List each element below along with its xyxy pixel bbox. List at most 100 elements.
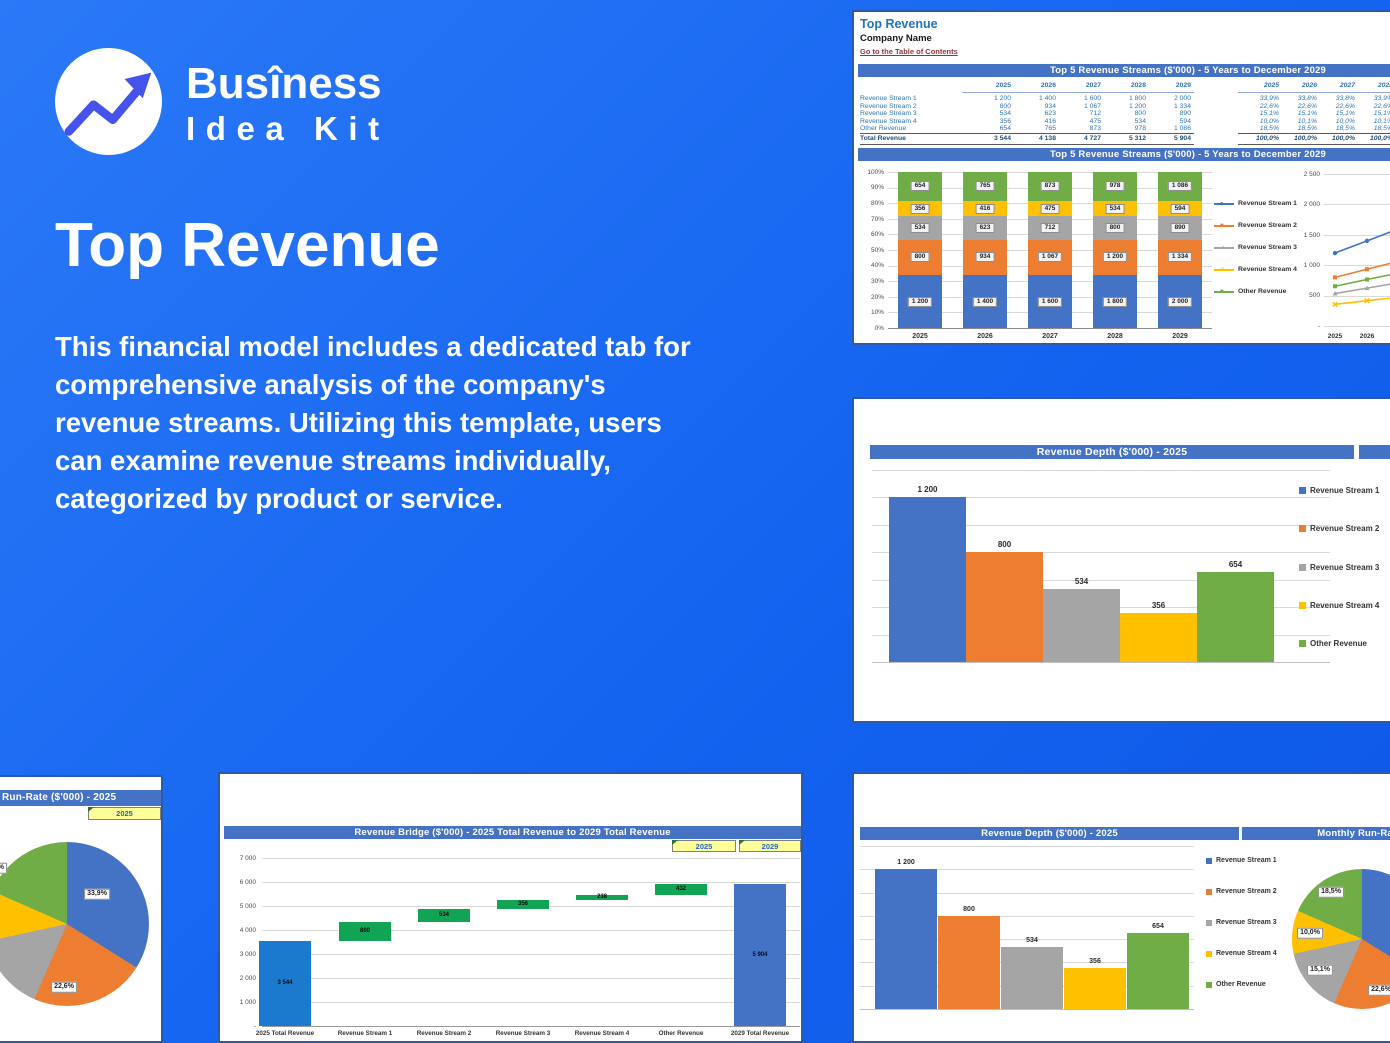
table-cell-pct: 18,5% <box>1297 125 1317 133</box>
table-total-topline <box>1238 133 1390 134</box>
line-chart-y-label: 1 000 <box>1303 262 1320 269</box>
depth-bar-value: 654 <box>1152 922 1164 930</box>
stacked-gridline <box>888 328 1212 329</box>
table-cell-value: 800 <box>999 102 1011 110</box>
depth-and-runrate-panel: Revenue Depth ($'000) - 2025 Monthly Run… <box>852 772 1390 1043</box>
line-chart-gridline <box>1324 174 1390 175</box>
waterfall-x-label: Revenue Stream 3 <box>495 1030 551 1037</box>
table-of-contents-link[interactable]: Go to the Table of Contents <box>860 47 958 56</box>
page-title: Top Revenue <box>55 211 440 280</box>
table-cell-value: 416 <box>1044 117 1056 125</box>
legend-item-label: Revenue Stream 3 <box>1216 918 1277 926</box>
table-cell-value: 712 <box>1089 110 1101 118</box>
waterfall-x-label: Other Revenue <box>658 1030 704 1037</box>
legend-item-label: Revenue Stream 4 <box>1310 600 1380 610</box>
trend-line-series <box>1334 262 1390 279</box>
depth-bar-value: 534 <box>1026 936 1038 944</box>
waterfall-bar-value: 432 <box>675 885 686 892</box>
table-cell-pct: 15,1% <box>1297 110 1317 118</box>
year-from-dropdown[interactable]: 2025 <box>672 840 736 852</box>
bridge-y-axis-label: 5 000 <box>239 902 256 910</box>
hero-line: can examine revenue streams individually… <box>55 445 611 476</box>
stacked-value-chip: 594 <box>1170 203 1190 214</box>
brand-logo <box>55 48 162 155</box>
combo-depth-title: Revenue Depth ($'000) - 2025 <box>860 827 1239 840</box>
year-dropdown[interactable]: 2025 <box>88 807 161 820</box>
table-row-label: Other Revenue <box>860 125 907 133</box>
table-cell-value: 890 <box>1179 110 1191 118</box>
legend-item-label: Revenue Stream 4 <box>1216 949 1277 957</box>
legend-item-label: Revenue Stream 4 <box>1238 266 1297 273</box>
table-year-header: 2025 <box>995 82 1011 89</box>
depth-gridline <box>860 915 1194 917</box>
table-year-header: 2029 <box>1175 82 1191 89</box>
stacked-value-chip: 1 400 <box>972 296 998 307</box>
table-cell-value: 623 <box>1044 110 1056 118</box>
trend-point-marker <box>1333 284 1337 289</box>
stacked-value-chip: 475 <box>1040 203 1060 214</box>
legend-line-marker <box>1214 203 1234 205</box>
stacked-value-chip: 356 <box>910 203 930 214</box>
trend-point-marker <box>1333 275 1337 280</box>
table-cell-pct: 15,1% <box>1259 110 1279 118</box>
table-cell-value: 1 200 <box>1128 102 1146 110</box>
line-chart-y-label: 2 000 <box>1303 201 1320 209</box>
depth-gridline <box>860 939 1194 941</box>
revenue-bridge-panel: Revenue Bridge ($'000) - 2025 Total Reve… <box>218 772 803 1043</box>
trend-point-marker <box>1364 297 1370 304</box>
legend-marker-glyph: ■ <box>1220 288 1224 295</box>
table-cell-pct: 18,5% <box>1335 125 1355 133</box>
depth-gridline <box>860 1009 1194 1010</box>
waterfall-x-label: Revenue Stream 4 <box>574 1030 630 1037</box>
stacked-y-axis-label: 70% <box>870 215 884 223</box>
stacked-y-axis-label: 50% <box>870 246 884 254</box>
legend-item-label: Revenue Stream 2 <box>1216 887 1277 895</box>
year-to-dropdown[interactable]: 2029 <box>739 840 801 852</box>
line-chart-gridline <box>1324 326 1390 327</box>
revenue-table: 2025 2026 2027 2028 2029 2025 2026 2027 2028 Reve… <box>858 80 1390 146</box>
table-cell-value: 356 <box>999 117 1011 125</box>
hero-line: This financial model includes a dedicate… <box>55 331 691 362</box>
waterfall-x-label: Revenue Stream 1 <box>337 1030 393 1037</box>
trend-line-series <box>1334 297 1390 306</box>
depth-bar-chart: 1 200 800 534 356 654 Revenue Stream 1 Revenue… <box>854 399 1390 721</box>
table-cell-pct: 18,5% <box>1259 125 1279 133</box>
table-cell-pct: 10,1% <box>1297 117 1317 125</box>
table-cell-value: 873 <box>1089 125 1101 133</box>
table-pct-year-header: 2025 <box>1263 82 1279 89</box>
trend-point-marker <box>1332 301 1338 308</box>
hero-line: revenue streams. Utilizing this template… <box>55 407 662 438</box>
stacked-value-chip: 1 067 <box>1037 252 1063 263</box>
depth-gridline <box>872 662 1330 663</box>
bridge-gridline <box>262 954 800 955</box>
depth-bar-value: 800 <box>997 540 1012 550</box>
depth-bar <box>1120 613 1197 662</box>
bridge-gridline <box>262 978 800 979</box>
trend-line-series <box>1334 231 1390 254</box>
table-row-label: Revenue Stream 2 <box>860 102 917 110</box>
sheet-page-title: Top Revenue <box>860 17 938 31</box>
table-cell-value: 534 <box>999 110 1011 118</box>
depth-bar <box>1127 932 1189 1009</box>
stacked-x-axis-label: 2029 <box>1172 333 1188 340</box>
stacked-value-chip: 1 086 <box>1167 181 1193 192</box>
bridge-gridline <box>262 858 800 859</box>
stacked-value-chip: 978 <box>1105 181 1125 192</box>
legend-swatch <box>1206 889 1212 895</box>
stacked-value-chip: 416 <box>975 203 995 214</box>
stacked-value-chip: 2 000 <box>1167 296 1193 307</box>
brand-name: Busîness Idea Kit <box>186 62 390 146</box>
legend-swatch <box>1299 602 1306 609</box>
stacked-y-axis-label: 60% <box>870 231 884 239</box>
table-row-label: Revenue Stream 1 <box>860 95 917 102</box>
table-total-pct: 100,0% <box>1255 135 1279 142</box>
line-chart-y-label: - <box>1317 322 1320 330</box>
depth-bar-value: 1 200 <box>897 859 915 867</box>
stacked-value-chip: 623 <box>975 223 995 234</box>
waterfall-bar <box>259 940 311 1026</box>
table-cell-value: 1 600 <box>1083 95 1101 102</box>
stacked-value-chip: 890 <box>1170 223 1190 234</box>
depth-bar-value: 800 <box>963 905 975 913</box>
line-chart-x-label: 2025 <box>1327 333 1343 340</box>
